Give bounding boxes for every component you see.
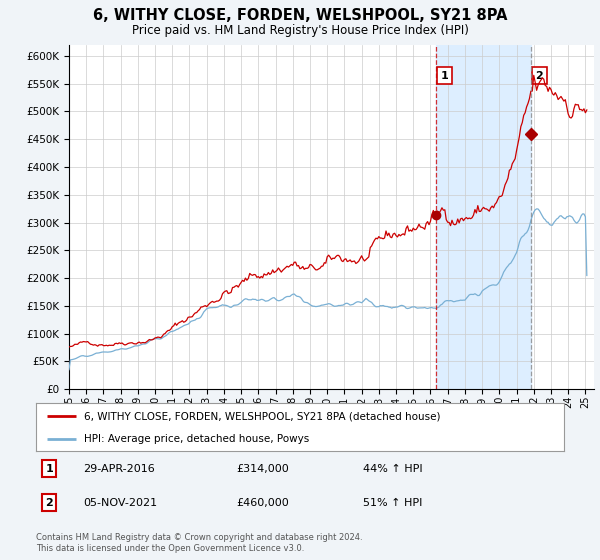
Text: £460,000: £460,000: [236, 498, 289, 508]
Text: 1: 1: [46, 464, 53, 474]
Text: Price paid vs. HM Land Registry's House Price Index (HPI): Price paid vs. HM Land Registry's House …: [131, 24, 469, 37]
Text: HPI: Average price, detached house, Powys: HPI: Average price, detached house, Powy…: [83, 434, 309, 444]
Text: 29-APR-2016: 29-APR-2016: [83, 464, 155, 474]
Text: 44% ↑ HPI: 44% ↑ HPI: [364, 464, 423, 474]
Text: 6, WITHY CLOSE, FORDEN, WELSHPOOL, SY21 8PA: 6, WITHY CLOSE, FORDEN, WELSHPOOL, SY21 …: [93, 8, 507, 24]
Text: 51% ↑ HPI: 51% ↑ HPI: [364, 498, 423, 508]
Text: 05-NOV-2021: 05-NOV-2021: [83, 498, 158, 508]
Text: 1: 1: [440, 71, 448, 81]
Bar: [436, 45, 531, 389]
Text: 6, WITHY CLOSE, FORDEN, WELSHPOOL, SY21 8PA (detached house): 6, WITHY CLOSE, FORDEN, WELSHPOOL, SY21 …: [83, 411, 440, 421]
Text: Contains HM Land Registry data © Crown copyright and database right 2024.
This d: Contains HM Land Registry data © Crown c…: [36, 533, 362, 553]
Text: £314,000: £314,000: [236, 464, 289, 474]
Text: 2: 2: [46, 498, 53, 508]
Text: 2: 2: [535, 71, 543, 81]
